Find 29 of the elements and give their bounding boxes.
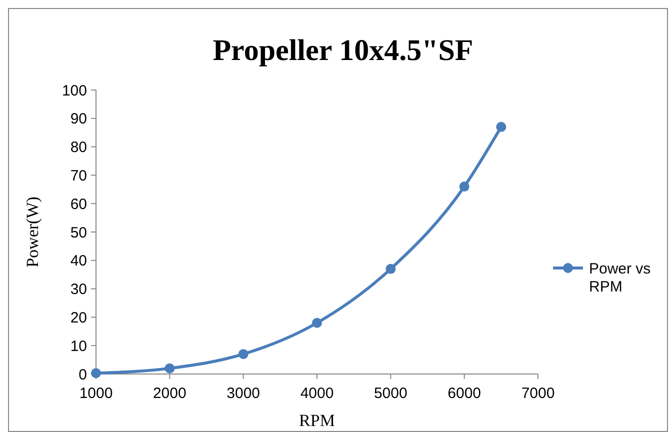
point xyxy=(312,318,322,328)
point xyxy=(496,122,506,132)
x-tick-label: 4000 xyxy=(300,385,334,402)
y-tick-label: 0 xyxy=(78,366,87,384)
chart-title: Propeller 10x4.5"SF xyxy=(212,34,474,67)
y-tick-label: 40 xyxy=(70,252,87,270)
x-tick-label: 5000 xyxy=(374,385,408,402)
point xyxy=(238,349,248,360)
x-tick-label: 1000 xyxy=(79,385,113,402)
y-tick-label: 100 xyxy=(62,82,87,100)
y-tick-label: 80 xyxy=(70,139,87,156)
x-tick-label: 7000 xyxy=(521,385,555,402)
y-tick-label: 30 xyxy=(70,281,87,298)
y-tick-label: 90 xyxy=(70,110,87,128)
y-tick-label: 60 xyxy=(70,196,87,213)
y-tick-label: 20 xyxy=(70,309,87,326)
point xyxy=(386,264,396,274)
y-tick-label: 70 xyxy=(70,167,87,184)
point xyxy=(164,363,175,374)
y-tick-label: 10 xyxy=(70,338,87,355)
point xyxy=(91,368,101,378)
legend-label: Power vs RPM xyxy=(589,260,651,296)
point xyxy=(459,182,470,192)
y-axis-title: Power(W) xyxy=(23,196,42,268)
x-tick-label: 2000 xyxy=(152,385,186,402)
y-tick-label: 50 xyxy=(70,224,87,242)
x-tick-label: 6000 xyxy=(448,385,482,402)
x-tick-label: 3000 xyxy=(226,385,260,402)
x-axis-title: RPM xyxy=(299,411,335,430)
